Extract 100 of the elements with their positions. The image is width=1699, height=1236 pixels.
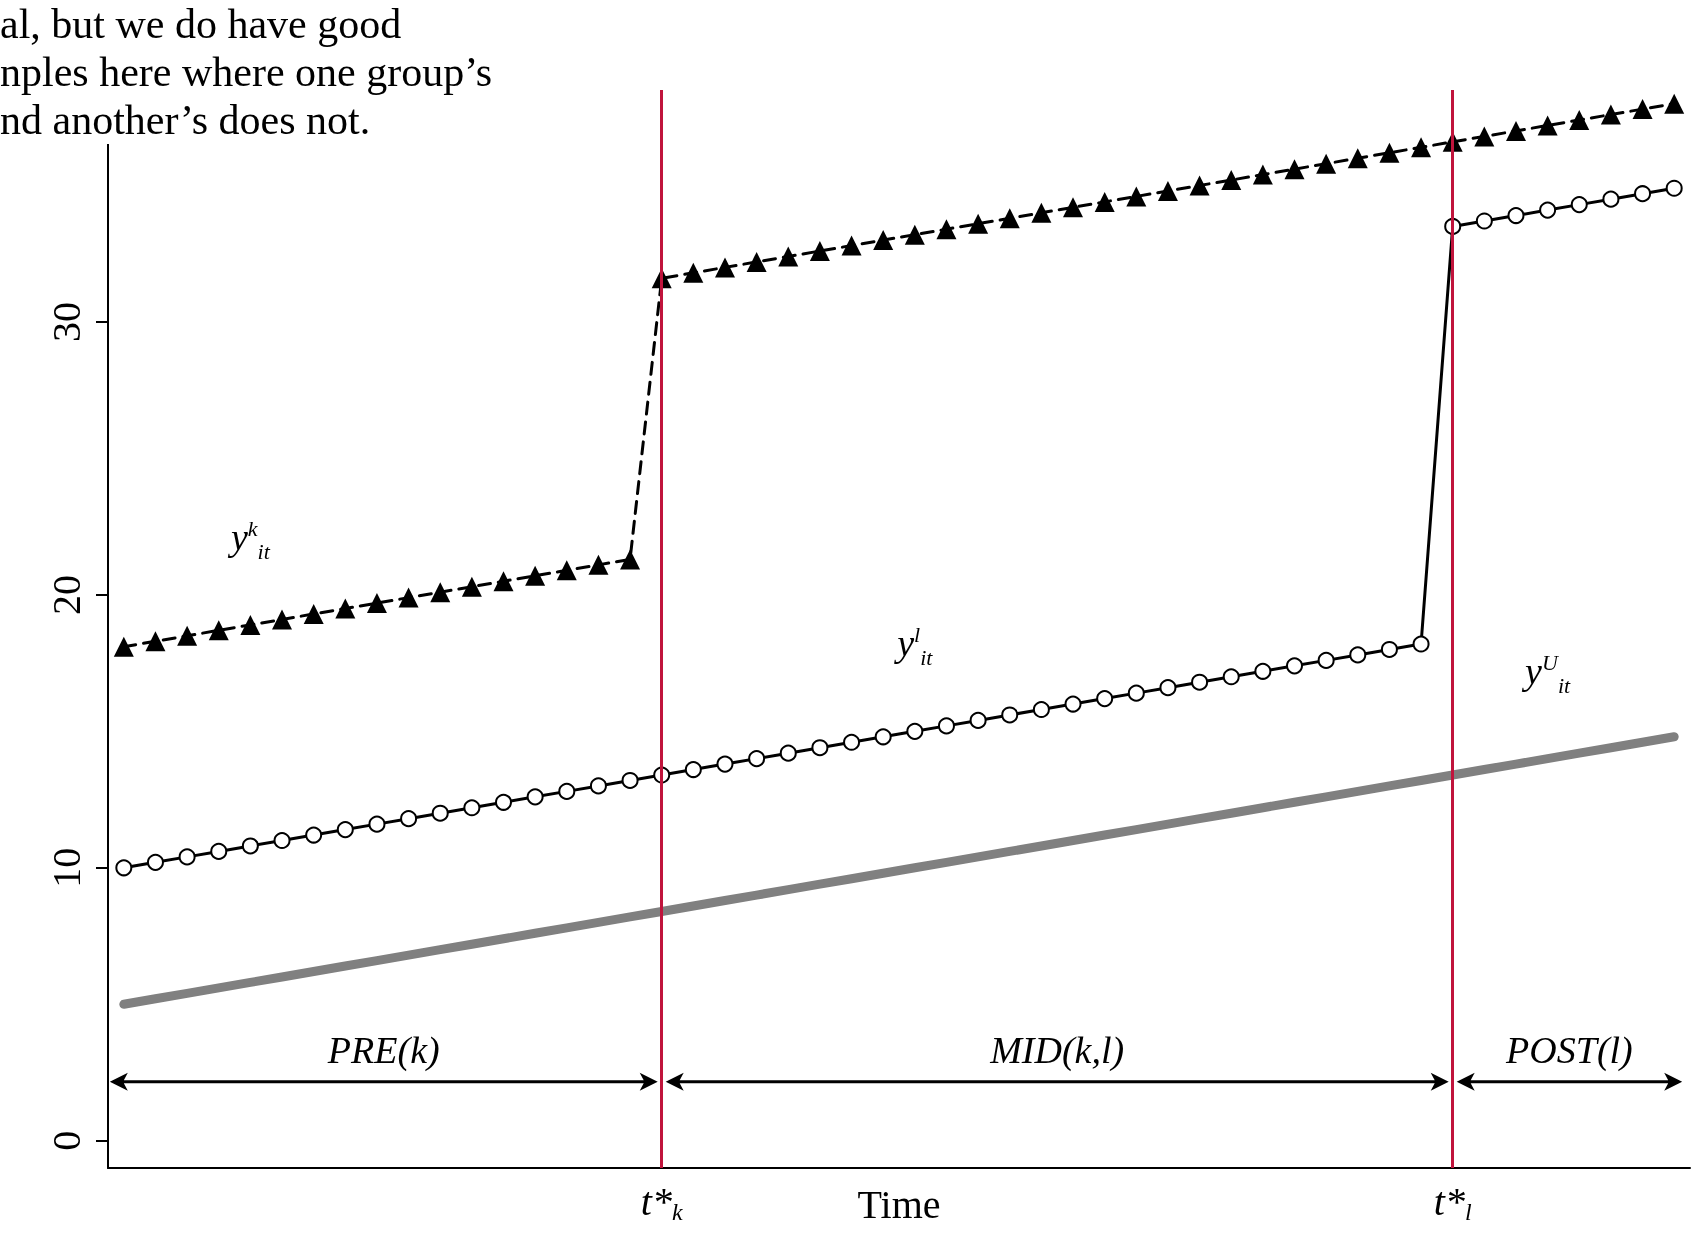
point: [1412, 635, 1430, 653]
point: [178, 848, 196, 866]
point: [430, 582, 451, 603]
point: [779, 744, 797, 762]
point: [366, 593, 387, 614]
point: [1032, 701, 1050, 718]
point: [1094, 191, 1115, 212]
point: [1252, 164, 1273, 185]
point: [1159, 679, 1177, 697]
point: [874, 728, 892, 746]
point: [368, 815, 386, 833]
point: [1570, 196, 1588, 214]
y-tick-label: 0: [43, 1130, 89, 1151]
point: [714, 257, 735, 278]
point: [1189, 175, 1210, 196]
x-axis-title: Time: [857, 1181, 941, 1227]
point: [936, 219, 957, 240]
point: [210, 842, 228, 860]
point: [305, 826, 323, 844]
point: [1600, 104, 1621, 125]
point: [1222, 668, 1240, 686]
point: [968, 213, 989, 234]
point: [1064, 695, 1082, 713]
point: [748, 750, 766, 768]
point: [1569, 110, 1590, 131]
point: [1001, 706, 1019, 724]
text: al, but we do have good: [0, 0, 403, 48]
point: [113, 636, 134, 657]
point: [1157, 180, 1178, 201]
point: [1221, 170, 1242, 191]
y-tick-label: 30: [43, 301, 89, 342]
point: [1126, 186, 1147, 207]
point: [589, 777, 607, 795]
point: [303, 603, 324, 624]
point: [1474, 126, 1495, 147]
annotation: nd another’s does not.: [0, 96, 372, 144]
point: [969, 711, 987, 729]
point: [811, 739, 829, 757]
point: [177, 625, 198, 646]
point: [240, 614, 261, 635]
point: [843, 733, 861, 751]
point: [841, 235, 862, 256]
point: [398, 587, 419, 608]
point: [208, 620, 229, 641]
point: [1411, 137, 1432, 158]
point: [1379, 142, 1400, 163]
point: [621, 771, 639, 789]
point: [1127, 684, 1145, 702]
annotation: POST(l): [1506, 1027, 1633, 1072]
point: [1632, 99, 1653, 120]
point: [1316, 153, 1337, 174]
point: [272, 609, 293, 630]
point: [1349, 646, 1367, 664]
point: [525, 565, 546, 586]
point: [1634, 185, 1652, 203]
annotation: PRE(k): [327, 1027, 440, 1072]
point: [1507, 207, 1525, 225]
point: [558, 782, 576, 800]
point: [1602, 190, 1620, 208]
point: [1063, 197, 1084, 218]
point: [1286, 657, 1303, 675]
point: [716, 755, 734, 773]
point: [335, 598, 356, 619]
point: [620, 549, 641, 570]
annotation: nples here where one group’s: [0, 48, 493, 96]
point: [526, 788, 544, 806]
point: [1096, 690, 1114, 708]
point: [778, 246, 799, 267]
point: [1475, 212, 1493, 230]
point: [1537, 115, 1558, 136]
point: [461, 576, 482, 597]
point: [273, 832, 291, 849]
point: [999, 208, 1020, 229]
point: [1664, 93, 1685, 114]
point: [493, 571, 514, 592]
point: [146, 853, 164, 871]
point: [145, 631, 166, 652]
point: [873, 230, 894, 251]
point: [495, 793, 512, 811]
point: [1539, 201, 1557, 219]
point: [1347, 148, 1368, 169]
point: [556, 560, 577, 581]
point: [463, 799, 481, 817]
point: [684, 761, 702, 779]
point: [1254, 662, 1272, 680]
point: [1031, 202, 1052, 223]
y-tick-label: 20: [43, 574, 89, 615]
point: [809, 241, 830, 262]
y-tick-label: 10: [43, 847, 89, 888]
point: [1191, 673, 1209, 691]
point: [1380, 640, 1398, 658]
point: [683, 262, 704, 283]
point: [1317, 651, 1335, 669]
point: [336, 821, 354, 839]
point: [431, 804, 449, 822]
point: [904, 224, 925, 245]
point: [937, 717, 955, 735]
point: [588, 554, 609, 575]
point: [906, 722, 924, 740]
annotation: MID(k,l): [990, 1027, 1125, 1072]
